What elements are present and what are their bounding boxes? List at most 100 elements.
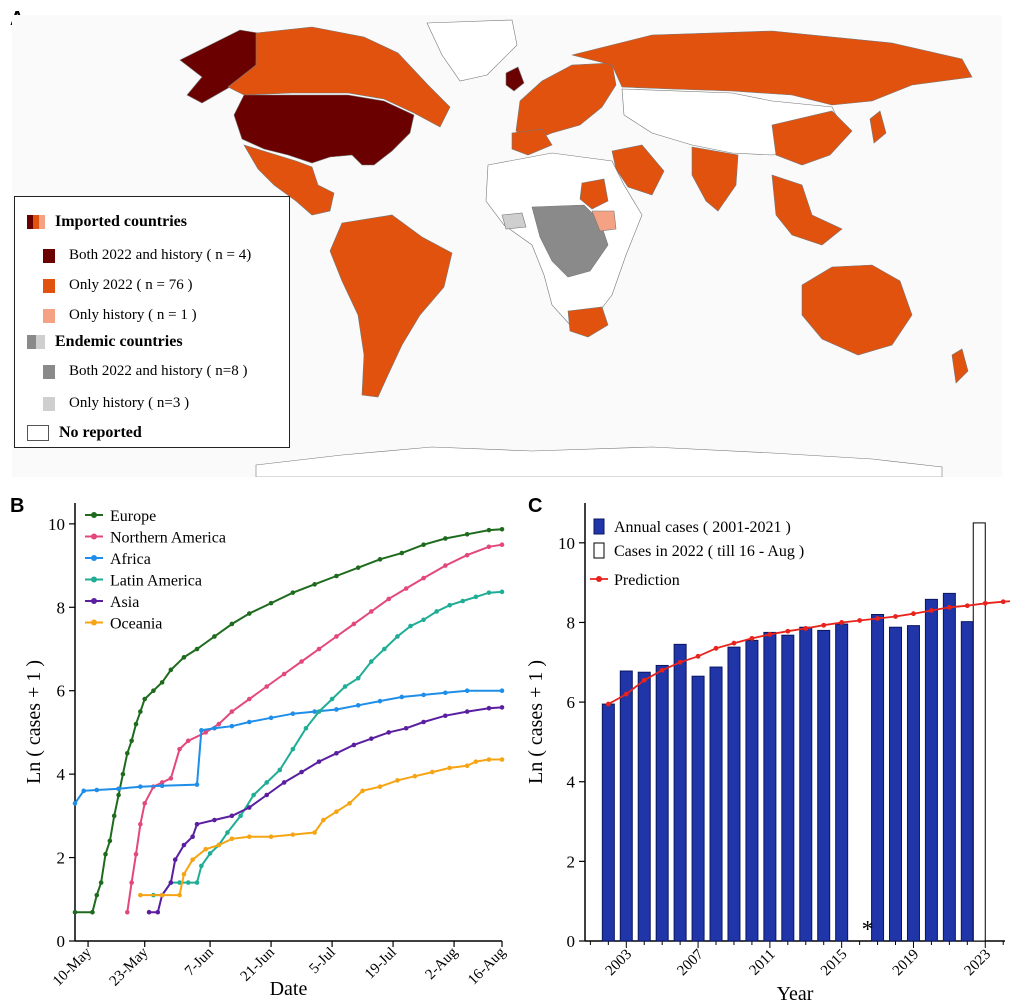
series-point bbox=[116, 786, 121, 792]
bar-2008 bbox=[709, 666, 723, 942]
map-india bbox=[691, 146, 739, 212]
x-tick-label: 2003 bbox=[603, 947, 636, 980]
series-point bbox=[447, 602, 453, 608]
y-axis-label: Ln ( cases + 1 ) bbox=[23, 660, 45, 784]
prediction-point bbox=[893, 614, 898, 619]
legend-item-imported-history: Only history ( n = 1 ) bbox=[43, 307, 197, 324]
bar-2010 bbox=[745, 639, 759, 942]
series-point bbox=[377, 784, 383, 789]
series-point bbox=[142, 801, 148, 806]
series-point bbox=[72, 801, 78, 806]
series-point bbox=[133, 721, 139, 727]
map-china-east bbox=[771, 110, 853, 166]
x-tick-label: 2019 bbox=[890, 947, 923, 980]
series-point bbox=[316, 709, 322, 714]
series-point bbox=[194, 782, 200, 787]
series-point bbox=[212, 817, 217, 823]
panel-label-b: B bbox=[10, 495, 25, 517]
series-point bbox=[151, 688, 156, 694]
series-point bbox=[124, 909, 130, 915]
legend-swatch-endemic-2 bbox=[36, 335, 45, 349]
bar-2022 bbox=[960, 621, 974, 942]
map-endemic-central bbox=[531, 204, 609, 278]
series-point bbox=[138, 892, 143, 898]
series-point bbox=[229, 621, 235, 627]
prediction-point bbox=[875, 616, 880, 621]
series-point bbox=[142, 696, 148, 702]
prediction-point bbox=[677, 659, 683, 665]
series-point bbox=[185, 738, 191, 744]
series-point bbox=[194, 880, 200, 885]
series-point bbox=[342, 684, 348, 689]
chart-c-svg: 0 2 4 6 8 10 2003 2007 2011 2015 2019 2023 Year Ln ( … bbox=[525, 503, 1010, 1005]
legend-label-2022: Cases in 2022 ( till 16 - Aug ) bbox=[614, 543, 804, 560]
y-tick-label: 2 bbox=[57, 849, 66, 868]
series-point bbox=[412, 773, 418, 779]
series-point bbox=[159, 783, 165, 789]
series-point bbox=[190, 834, 195, 840]
series-point bbox=[499, 757, 505, 762]
series-point bbox=[290, 711, 296, 716]
legend-label: Asia bbox=[110, 594, 139, 611]
series-point bbox=[399, 550, 405, 556]
y-tick-label: 10 bbox=[48, 515, 65, 534]
series-point bbox=[443, 690, 448, 696]
series-point bbox=[403, 725, 409, 731]
series-point bbox=[116, 792, 121, 798]
prediction-point bbox=[767, 632, 773, 637]
legend-marker bbox=[91, 555, 97, 561]
series-point bbox=[94, 892, 100, 898]
series-point bbox=[447, 765, 453, 771]
series-point bbox=[421, 575, 426, 581]
series-point bbox=[486, 757, 492, 762]
series-point bbox=[246, 834, 252, 840]
legend-label: Europe bbox=[110, 508, 156, 525]
legend-marker bbox=[91, 619, 97, 626]
map-russia bbox=[571, 30, 973, 106]
legend-imported-title: Imported countries bbox=[55, 213, 187, 230]
x-tick-label: 2-Aug bbox=[422, 944, 461, 983]
map-sudan bbox=[579, 178, 609, 210]
series-point bbox=[194, 646, 200, 652]
series-point bbox=[443, 563, 448, 568]
x-tick-label: 2007 bbox=[674, 946, 707, 979]
missing-marker: * bbox=[862, 917, 874, 943]
legend-none-label: No reported bbox=[59, 424, 142, 441]
series-point bbox=[203, 730, 209, 735]
y-tick-label: 4 bbox=[567, 773, 576, 792]
series-point bbox=[168, 667, 174, 673]
y-tick-label: 4 bbox=[57, 765, 66, 784]
series-point bbox=[316, 646, 322, 652]
series-point bbox=[460, 598, 466, 604]
series-point bbox=[499, 688, 505, 694]
series-point bbox=[264, 780, 270, 785]
series-line-asia bbox=[149, 706, 503, 914]
series-point bbox=[203, 846, 209, 852]
series-point bbox=[312, 830, 317, 835]
series-point bbox=[395, 634, 400, 639]
series-point bbox=[290, 590, 296, 595]
series-point bbox=[290, 746, 296, 752]
series-point bbox=[347, 801, 352, 806]
series-point bbox=[159, 892, 165, 898]
series-line-africa bbox=[74, 689, 502, 804]
series-line-oceania bbox=[140, 758, 502, 897]
prediction-point bbox=[821, 622, 827, 628]
prediction-point bbox=[839, 620, 845, 625]
prediction-point bbox=[713, 645, 719, 651]
prediction-point bbox=[1000, 599, 1006, 605]
series-point bbox=[421, 617, 426, 623]
series-point bbox=[464, 552, 470, 558]
series-point bbox=[155, 909, 161, 915]
bar-2019 bbox=[906, 625, 920, 942]
bar-2020 bbox=[924, 598, 938, 942]
x-tick-label: 19-Jul bbox=[362, 945, 400, 983]
series-point bbox=[351, 621, 357, 627]
series-point bbox=[486, 705, 492, 711]
legend-label: Only history ( n=3 ) bbox=[69, 395, 190, 411]
map-south-africa bbox=[567, 306, 609, 338]
series-point bbox=[443, 536, 448, 541]
series-point bbox=[212, 725, 217, 731]
series-point bbox=[246, 696, 252, 702]
